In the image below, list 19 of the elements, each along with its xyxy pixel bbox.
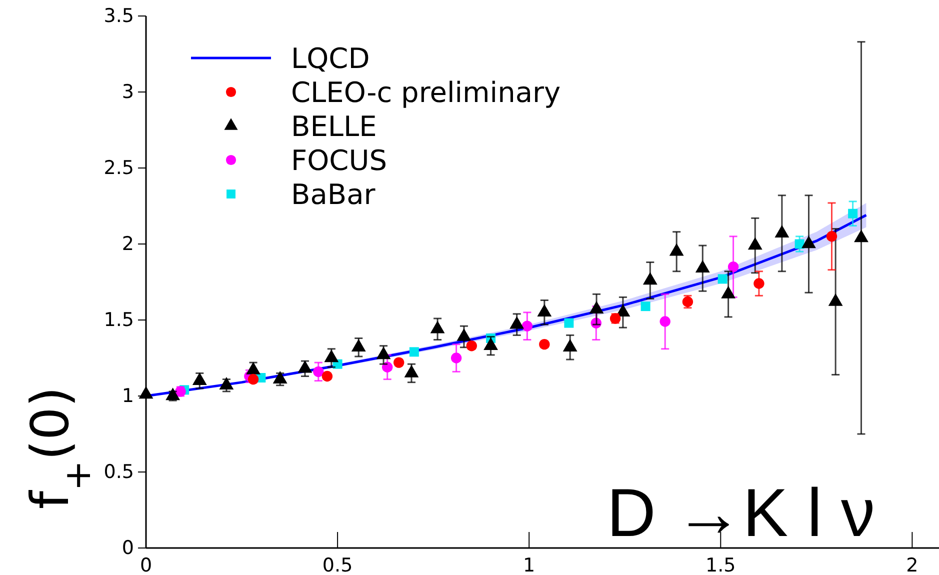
x-tick-label: 2 bbox=[906, 554, 918, 575]
legend-label: CLEO-c preliminary bbox=[291, 76, 561, 109]
y-tick-label: 0.5 bbox=[104, 461, 134, 484]
y-tick-label: 1 bbox=[122, 385, 134, 408]
x-tick-label: 1.5 bbox=[706, 554, 736, 575]
legend-label: BaBar bbox=[291, 178, 376, 211]
x-tick-label: 1 bbox=[523, 554, 536, 575]
y-tick-label: 3.5 bbox=[104, 5, 134, 28]
y-tick-label: 2 bbox=[122, 233, 134, 256]
y-tick-label: 3 bbox=[122, 81, 134, 104]
x-tick-label: 0.5 bbox=[322, 554, 353, 575]
legend-label: FOCUS bbox=[291, 144, 387, 177]
y-tick-label: 2.5 bbox=[104, 157, 134, 180]
y-tick-label: 0 bbox=[122, 537, 134, 560]
x-tick-label: 0 bbox=[140, 554, 152, 575]
legend-label: BELLE bbox=[291, 110, 377, 143]
y-tick-label: 1.5 bbox=[104, 309, 134, 332]
annotation: D →K l ν bbox=[606, 475, 875, 551]
legend-label: LQCD bbox=[291, 42, 370, 75]
